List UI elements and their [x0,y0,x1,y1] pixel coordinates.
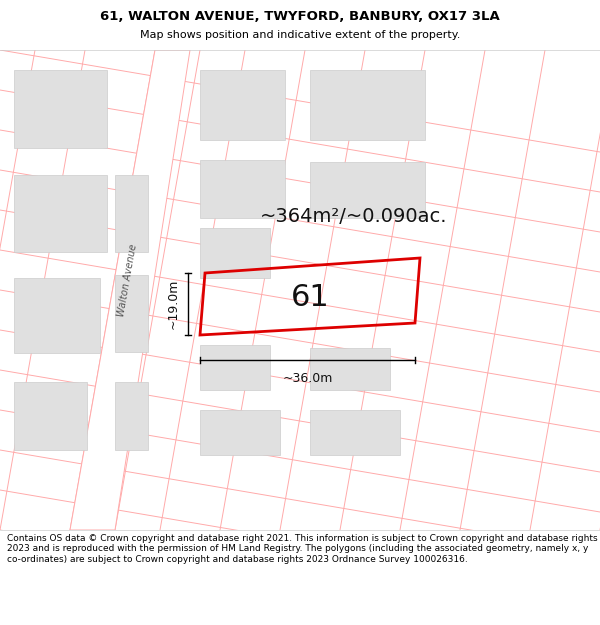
Text: 61: 61 [290,282,329,312]
Bar [115,382,148,450]
Bar [115,175,148,252]
Text: Map shows position and indicative extent of the property.: Map shows position and indicative extent… [140,30,460,40]
Bar [310,70,425,140]
Text: 61, WALTON AVENUE, TWYFORD, BANBURY, OX17 3LA: 61, WALTON AVENUE, TWYFORD, BANBURY, OX1… [100,10,500,23]
Bar [200,228,270,278]
Bar [14,70,107,148]
Text: ~19.0m: ~19.0m [167,279,180,329]
Bar [14,382,87,450]
Text: Contains OS data © Crown copyright and database right 2021. This information is : Contains OS data © Crown copyright and d… [7,534,598,564]
Bar [310,410,400,455]
Bar [200,410,280,455]
Bar [115,275,148,352]
Text: ~364m²/~0.090ac.: ~364m²/~0.090ac. [260,208,448,226]
Polygon shape [70,50,190,530]
Bar [310,348,390,390]
Bar [200,70,285,140]
Bar [14,175,107,252]
Bar [14,278,100,353]
Bar [200,345,270,390]
Text: Walton Avenue: Walton Avenue [116,243,139,317]
Bar [310,162,425,218]
Text: ~36.0m: ~36.0m [283,372,332,385]
Bar [200,160,285,218]
